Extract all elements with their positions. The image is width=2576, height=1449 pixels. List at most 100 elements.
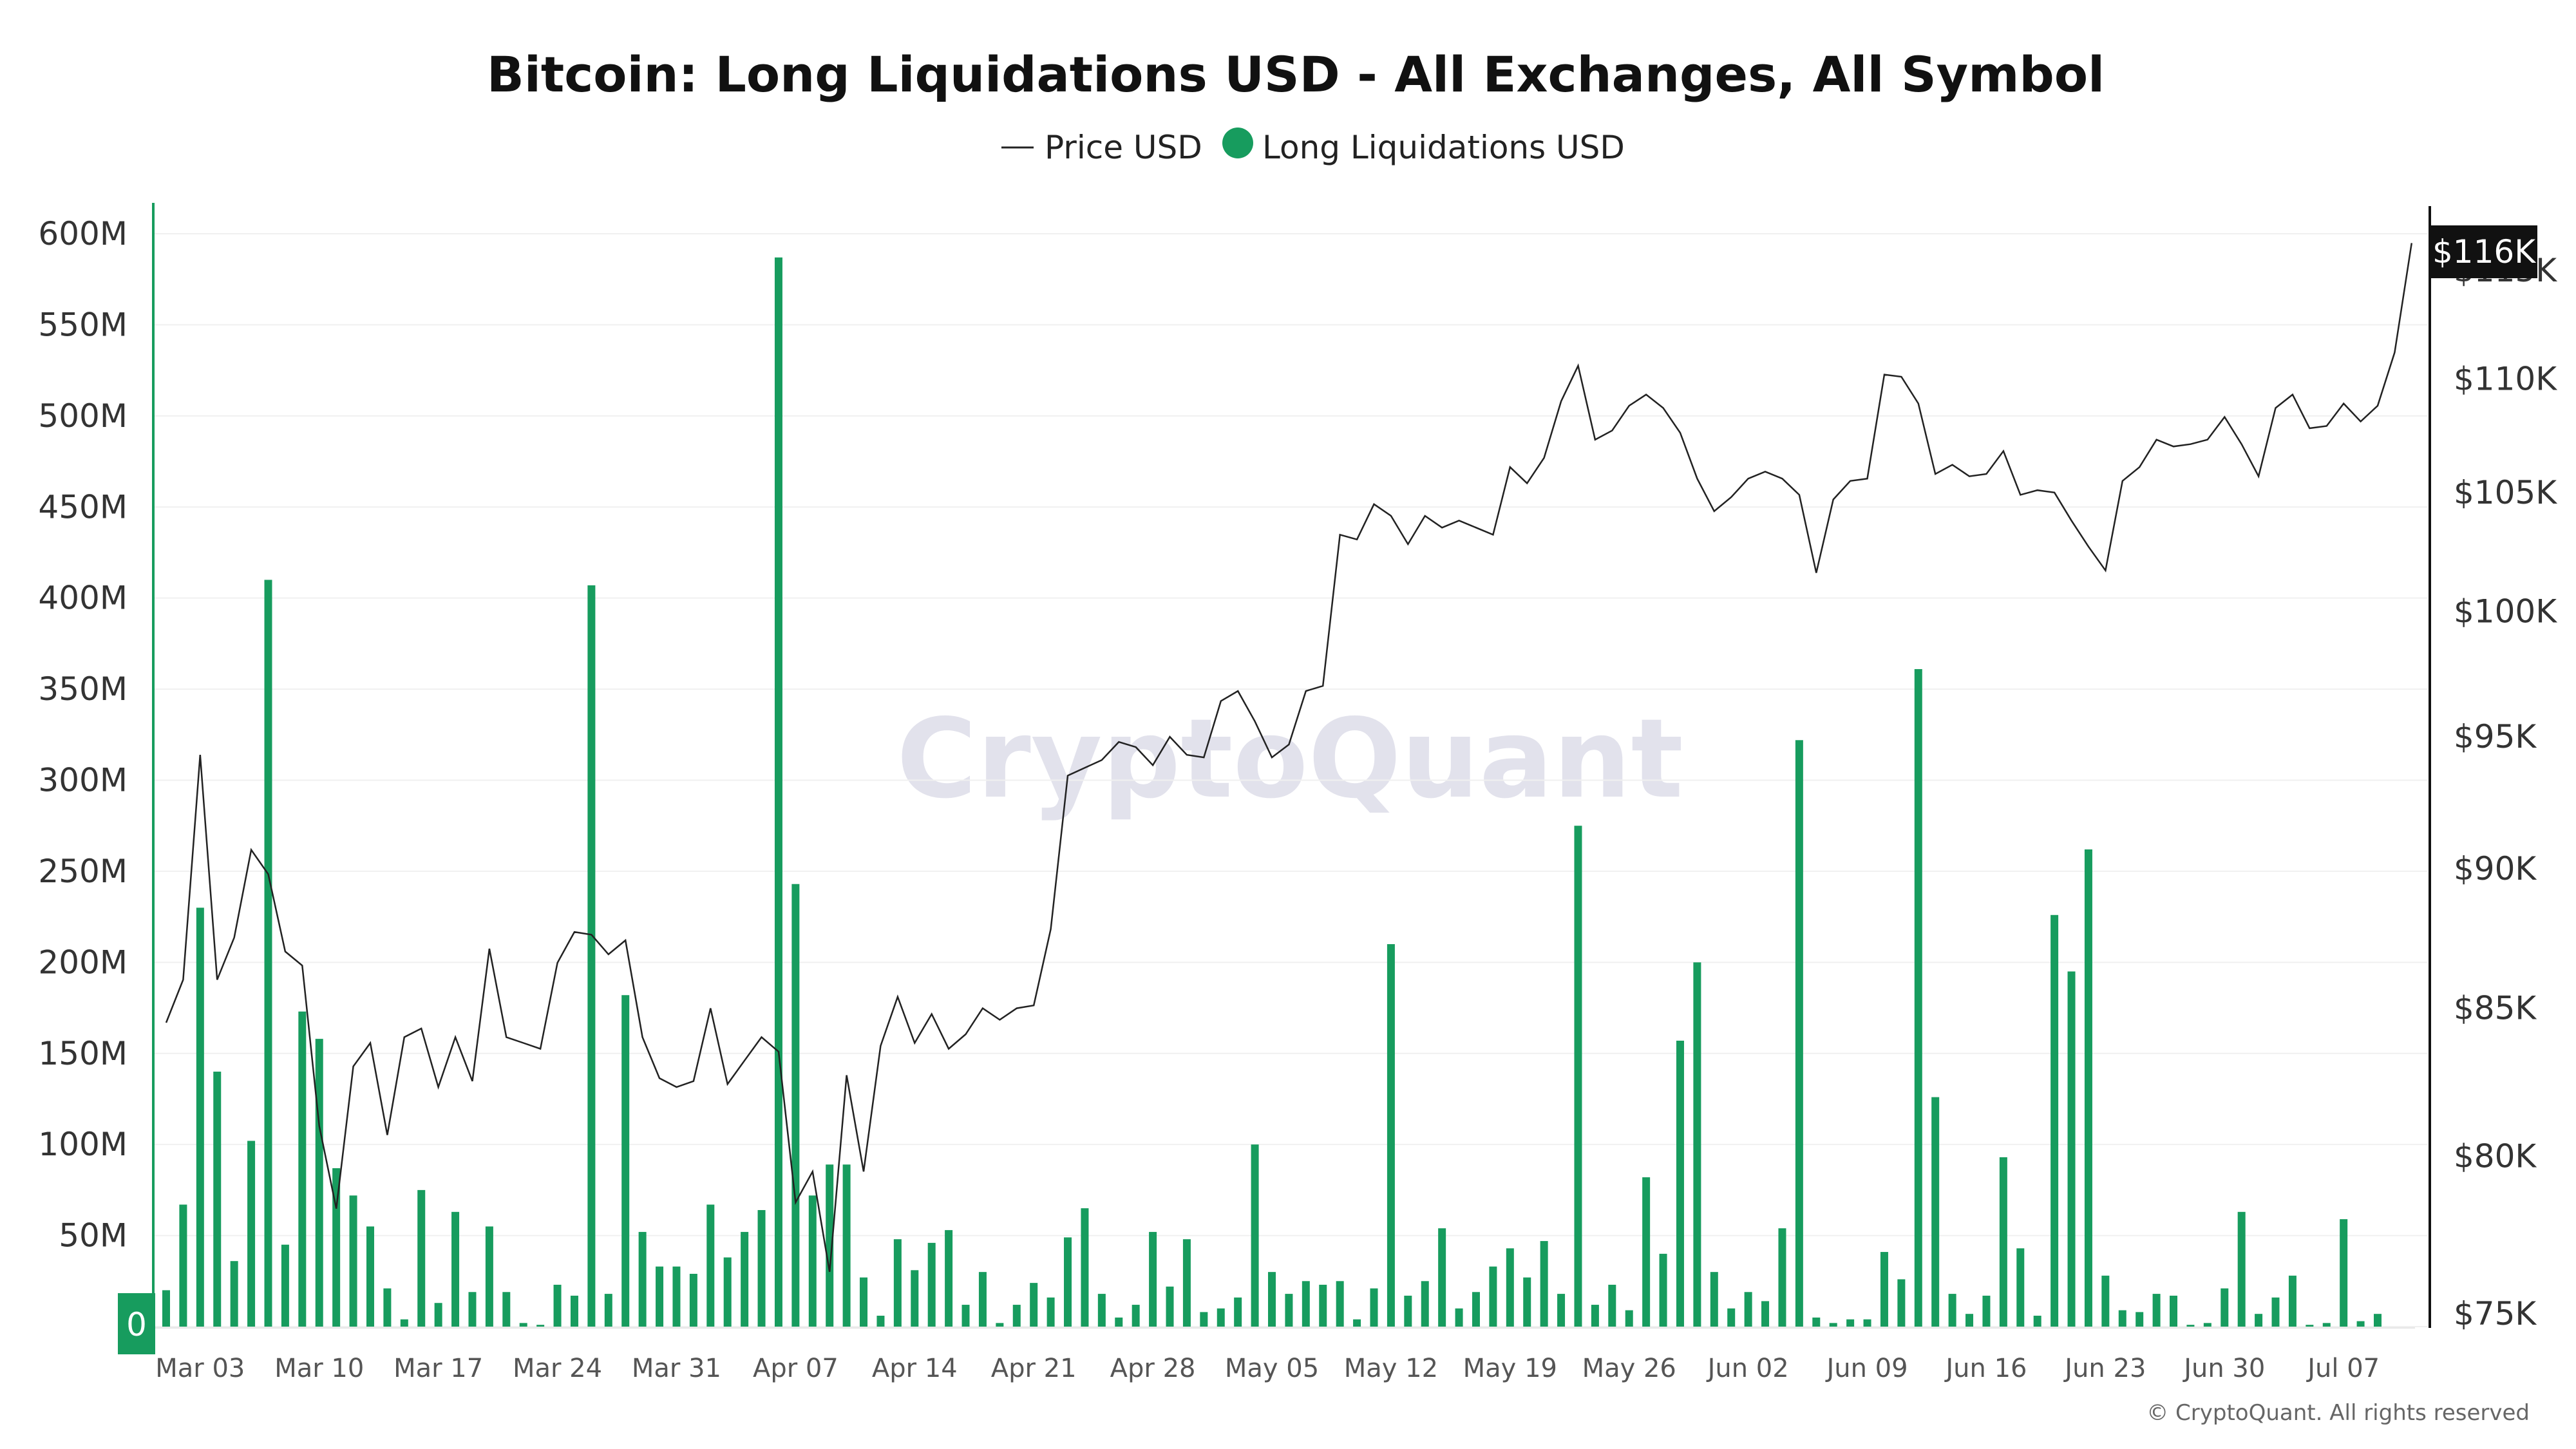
x-tick-label: Apr 07 [753, 1354, 838, 1383]
liquidation-bar [1455, 1308, 1463, 1327]
liquidation-bar [672, 1266, 681, 1327]
liquidation-bar [978, 1272, 987, 1327]
liquidation-bar [808, 1195, 817, 1327]
y-left-tick-label: 350M [38, 670, 128, 708]
liquidation-bar [1319, 1284, 1327, 1327]
y-right-tick-label: $90K [2454, 850, 2537, 887]
liquidation-bar [774, 257, 782, 1327]
legend: Price USD Long Liquidations USD [1001, 128, 1625, 166]
liquidation-bar [1625, 1310, 1633, 1327]
liquidation-bar [1387, 944, 1395, 1327]
x-tick-label: Jun 16 [1944, 1354, 2027, 1383]
liquidation-bar [893, 1239, 902, 1327]
liquidation-bar [1030, 1283, 1038, 1327]
y-left-tick-label: 150M [38, 1035, 128, 1072]
liquidation-bar [1846, 1319, 1855, 1327]
liquidation-bar [996, 1323, 1004, 1327]
left-zero-badge-label: 0 [126, 1306, 147, 1343]
y-right-tick-label: $85K [2454, 990, 2537, 1027]
liquidation-bar [332, 1168, 341, 1327]
liquidation-bar [2033, 1316, 2041, 1327]
liquidation-bar [536, 1325, 545, 1327]
liquidation-bar [2374, 1314, 2382, 1327]
liquidation-bar [1829, 1323, 1837, 1327]
liquidation-bar [1608, 1284, 1616, 1327]
liquidation-bar [1012, 1305, 1021, 1327]
y-right-tick-label: $95K [2454, 718, 2537, 755]
y-right-tick-label: $110K [2454, 360, 2557, 397]
liquidation-bar [1897, 1279, 1906, 1327]
liquidation-bar [366, 1226, 374, 1327]
liquidation-bar [2016, 1248, 2025, 1327]
liquidation-bar [1761, 1301, 1770, 1327]
liquidation-bar [2340, 1219, 2348, 1327]
liquidation-bar [1744, 1292, 1752, 1327]
liquidation-bar [1999, 1157, 2007, 1327]
liquidation-bar [1812, 1317, 1821, 1327]
liquidation-bar [1472, 1292, 1480, 1327]
liquidation-bar [945, 1230, 953, 1327]
liquidation-bar [741, 1231, 749, 1327]
liquidation-bars [162, 257, 2382, 1327]
liquidation-bar [570, 1295, 578, 1327]
y-left-tick-label: 200M [38, 943, 128, 981]
liquidation-bar [383, 1288, 392, 1327]
liquidation-bar [502, 1292, 511, 1327]
x-tick-label: Apr 21 [991, 1354, 1077, 1383]
liquidation-bar [1710, 1272, 1718, 1327]
liquidation-bar [656, 1266, 664, 1327]
liquidation-bar [1982, 1295, 1991, 1327]
liquidation-bar [2084, 849, 2092, 1327]
liquidation-bar [1880, 1252, 1888, 1327]
liquidation-bar [2067, 971, 2076, 1327]
liquidation-bar [2255, 1314, 2263, 1327]
liquidation-bar [860, 1277, 868, 1327]
liquidation-bar [179, 1204, 187, 1327]
price-line [165, 243, 2413, 1273]
y-left-tick-label: 550M [38, 306, 128, 343]
liquidation-bar [1506, 1248, 1514, 1327]
liquidation-bar [315, 1039, 323, 1327]
liquidation-bar [1642, 1177, 1651, 1327]
liquidation-bar [1948, 1294, 1956, 1327]
liquidation-bar [1166, 1286, 1174, 1327]
x-axis-labels: Mar 03 Mar 10 Mar 17 Mar 24 Mar 31 Apr 07 Apr … [155, 1354, 2380, 1383]
y-left-tick-label: 250M [38, 853, 128, 890]
liquidation-bar [621, 995, 630, 1327]
y-axis-left-labels: 50M 100M 150M 200M 250M 300M 350M 400M 450M 500M 5… [38, 215, 128, 1255]
liquidation-bar [2221, 1288, 2229, 1327]
left-zero-badge: 0 [118, 1293, 155, 1354]
y-left-tick-label: 400M [38, 580, 128, 617]
liquidation-bar [1285, 1294, 1293, 1327]
y-left-tick-label: 100M [38, 1126, 128, 1163]
liquidation-bar [791, 884, 800, 1327]
liquidation-bar [638, 1231, 647, 1327]
liquidation-bar [2322, 1323, 2331, 1327]
last-price-label: $116K [2432, 233, 2536, 270]
liquidation-bar [1081, 1208, 1089, 1327]
liquidation-bar [1693, 962, 1701, 1327]
liquidation-bar [1438, 1228, 1446, 1327]
liquidation-bar [1302, 1281, 1310, 1327]
legend-liquidations-dot [1222, 128, 1253, 158]
liquidation-bar [1251, 1144, 1259, 1327]
liquidation-bar [2118, 1310, 2126, 1327]
liquidation-bar [842, 1164, 851, 1327]
y-right-tick-label: $80K [2454, 1137, 2537, 1175]
y-left-tick-label: 500M [38, 397, 128, 435]
x-tick-label: Mar 24 [513, 1354, 602, 1383]
liquidation-bar [1676, 1040, 1684, 1327]
liquidation-bar [1234, 1297, 1242, 1327]
y-right-tick-label: $105K [2454, 474, 2557, 511]
liquidation-bar [1046, 1297, 1055, 1327]
y-axis-right-labels: $75K$80K$85K$90K$95K$100K$105K$110K$115K [2454, 252, 2557, 1332]
liquidation-bar [911, 1270, 919, 1327]
x-tick-label: Jun 23 [2063, 1354, 2146, 1383]
liquidation-bar [1268, 1272, 1276, 1327]
liquidation-bar [1965, 1314, 1974, 1327]
liquidation-bar [1353, 1319, 1361, 1327]
liquidation-bar [1540, 1241, 1548, 1327]
liquidation-bar [298, 1011, 307, 1327]
liquidation-bar [689, 1273, 697, 1327]
